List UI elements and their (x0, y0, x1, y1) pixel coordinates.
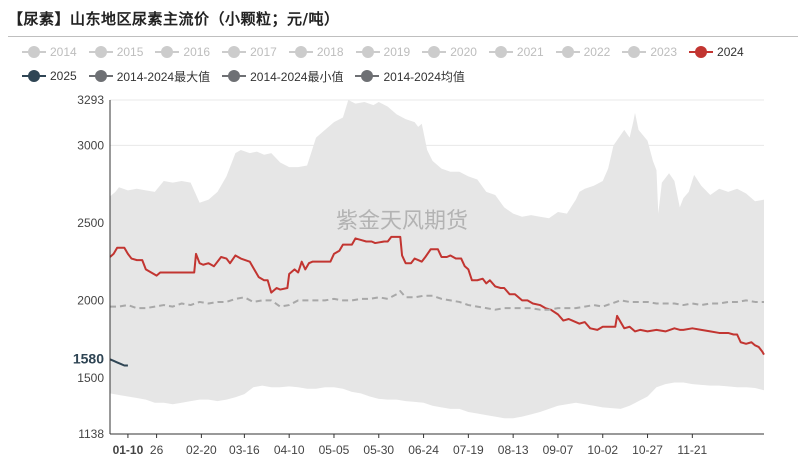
y-tick-label: 3000 (77, 138, 104, 152)
legend-label: 2020 (450, 45, 477, 59)
legend-label: 2022 (583, 45, 611, 59)
y-tick-label: 1138 (78, 427, 104, 441)
legend-item-2025[interactable]: 2025 (22, 69, 77, 83)
legend-marker-icon (622, 46, 647, 58)
x-tick-label: 10-27 (632, 443, 663, 457)
series-line-2024 (109, 235, 765, 356)
x-tick-label: 03-16 (229, 443, 260, 457)
legend-label: 2016 (183, 45, 211, 59)
y-tick-label: 2000 (77, 293, 104, 307)
legend-marker-icon (355, 46, 380, 58)
x-tick-label: 05-30 (363, 443, 394, 457)
x-tick-label: 04-10 (274, 443, 305, 457)
legend-item-2023[interactable]: 2023 (622, 45, 677, 59)
x-tick-label: 06-24 (408, 443, 439, 457)
legend-item-2021[interactable]: 2021 (488, 45, 544, 59)
legend-row: 2014 2015 2016 2017 2018 2019 2020 2021 2022 2023… (22, 40, 792, 64)
legend-label: 2014-2024均值 (383, 69, 465, 84)
legend-row: 2025 2014-2024最大值 2014-2024最小值 2014-2024均值 (22, 64, 792, 88)
legend-marker-icon (22, 70, 46, 82)
x-tick-label: 10-02 (587, 443, 618, 457)
legend-label: 2014-2024最大值 (116, 69, 211, 84)
legend-marker-icon (689, 46, 714, 58)
series-line-2025 (109, 358, 128, 367)
x-tick-label: 05-05 (319, 443, 350, 457)
legend-marker-icon (555, 46, 580, 58)
y-tick-label: 3293 (77, 93, 104, 107)
legend-label: 2014-2024最小值 (250, 69, 344, 84)
legend-item-2024[interactable]: 2024 (689, 45, 744, 59)
x-axis-ticks: 01-10 26 02-20 03-16 04-10 05-05 05-30 06-24 07-… (113, 434, 708, 457)
axes (109, 100, 764, 435)
legend-marker-icon (88, 70, 113, 82)
x-tick-label: 09-07 (543, 443, 574, 457)
y-tick-label: 1500 (77, 371, 104, 385)
x-tick-label: 11-21 (677, 443, 707, 457)
legend-marker-icon (155, 46, 180, 58)
legend-marker-icon (222, 46, 247, 58)
series-line-2014-2024均值 (110, 290, 764, 311)
legend-marker-icon (88, 46, 113, 58)
watermark: 紫金天风期货 (336, 209, 468, 234)
legend-marker-icon (222, 70, 247, 82)
x-tick-label: 07-19 (453, 443, 484, 457)
y-axis-ticks: 1138 1500 2000 2500 3000 3293 (77, 93, 104, 441)
legend-label: 2014 (50, 45, 77, 59)
legend-item-2017[interactable]: 2017 (222, 45, 277, 59)
legend-item-2020[interactable]: 2020 (422, 45, 477, 59)
x-tick-label: 08-13 (498, 443, 529, 457)
x-tick-label: 02-20 (186, 443, 217, 457)
latest-value-label: 1580 (73, 350, 104, 366)
legend-item-2014-2024最大值[interactable]: 2014-2024最大值 (88, 68, 211, 85)
x-tick-label: 26 (150, 443, 164, 457)
legend-label: 2017 (250, 45, 277, 59)
title-divider (8, 36, 798, 37)
legend-marker-icon (288, 46, 313, 58)
legend-marker-icon (488, 46, 513, 58)
legend-marker-icon (422, 46, 447, 58)
y-tick-label: 2500 (77, 216, 104, 230)
legend-label: 2021 (516, 45, 544, 59)
legend-item-2019[interactable]: 2019 (355, 45, 411, 59)
chart-title: 【尿素】山东地区尿素主流价（小颗粒；元/吨） (8, 10, 340, 28)
legend-item-2018[interactable]: 2018 (288, 45, 344, 59)
legend-label: 2025 (50, 69, 77, 83)
legend-marker-icon (355, 70, 380, 82)
legend-item-2016[interactable]: 2016 (155, 45, 210, 59)
max-min-band (110, 100, 764, 419)
legend-label: 2023 (650, 45, 678, 59)
legend-marker-icon (22, 46, 46, 58)
legend-label: 2024 (717, 45, 744, 59)
legend-label: 2015 (116, 45, 144, 59)
legend-item-2014[interactable]: 2014 (22, 45, 77, 59)
legend-item-2015[interactable]: 2015 (88, 45, 144, 59)
legend-item-2014-2024均值[interactable]: 2014-2024均值 (355, 68, 465, 85)
series-lines (109, 235, 765, 367)
legend-item-2014-2024最小值[interactable]: 2014-2024最小值 (222, 68, 343, 85)
legend-label: 2019 (383, 45, 411, 59)
legend: 2014 2015 2016 2017 2018 2019 2020 2021 2022 2023… (22, 40, 792, 88)
x-tick-label: 01-10 (113, 443, 144, 457)
legend-label: 2018 (316, 45, 344, 59)
legend-item-2022[interactable]: 2022 (555, 45, 611, 59)
